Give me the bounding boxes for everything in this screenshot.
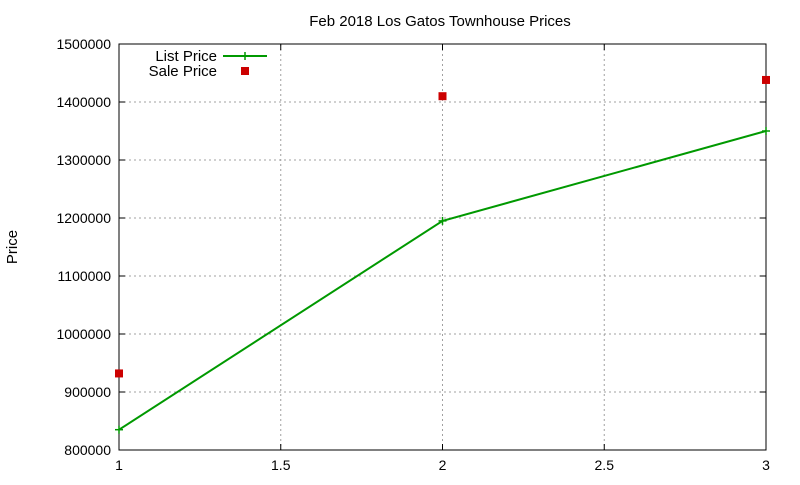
grid-lines: [119, 44, 766, 450]
data-point: [762, 127, 770, 135]
data-point: [438, 92, 447, 101]
chart-title: Feb 2018 Los Gatos Townhouse Prices: [309, 13, 571, 30]
data-point: [762, 75, 770, 84]
y-tick-label: 800000: [64, 442, 111, 458]
tick-labels: 800000 900000 1000000 1100000 1200000 1300000…: [56, 36, 770, 473]
series-2: [115, 75, 770, 378]
y-axis-label: Price: [4, 230, 21, 264]
legend-item: List Price: [155, 48, 267, 65]
data-point: [438, 216, 447, 225]
x-tick-label: 2.5: [595, 457, 615, 473]
y-tick-label: 900000: [64, 384, 111, 400]
legend-marker: [241, 52, 249, 60]
series-1: [115, 127, 770, 434]
x-tick-label: 2: [439, 457, 447, 473]
y-tick-label: 1400000: [56, 94, 111, 110]
y-tick-label: 1000000: [56, 326, 111, 342]
y-tick-label: 1200000: [56, 210, 111, 226]
legend-label: List Price: [155, 48, 217, 65]
y-tick-label: 1100000: [58, 268, 112, 284]
axis-ticks: [118, 43, 767, 451]
x-tick-label: 3: [762, 457, 770, 473]
x-tick-label: 1: [115, 457, 123, 473]
y-tick-label: 1300000: [56, 152, 111, 168]
data-series: [115, 75, 770, 434]
legend-label: Sale Price: [149, 63, 217, 80]
legend-marker: [241, 67, 249, 75]
x-tick-label: 1.5: [271, 457, 291, 473]
data-point: [115, 369, 123, 378]
legend-item: Sale Price: [149, 63, 249, 80]
data-point: [115, 425, 123, 434]
y-tick-label: 1500000: [56, 36, 111, 52]
